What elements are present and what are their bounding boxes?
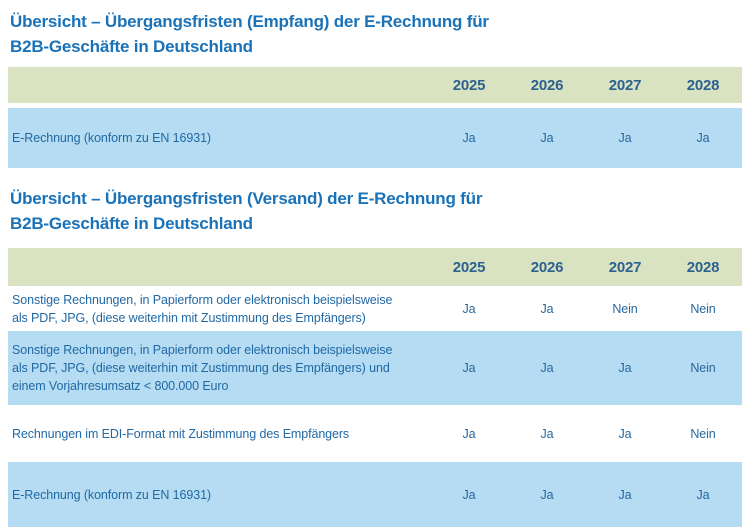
- year-header-2028: 2028: [686, 258, 720, 276]
- row-value-2026: Ja: [540, 301, 554, 316]
- row-value-2027: Ja: [618, 426, 632, 441]
- year-header-2028: 2028: [686, 76, 720, 94]
- table-row-erechnung: E-Rechnung (konform zu EN 16931) Ja Ja J…: [8, 462, 742, 527]
- table-empfang-header-row: 2025 2026 2027 2028: [8, 67, 742, 103]
- row-value-2025: Ja: [462, 301, 476, 316]
- table-versand-header-row: 2025 2026 2027 2028: [8, 248, 742, 286]
- table-versand: Übersicht – Übergangsfristen (Versand) d…: [0, 168, 750, 527]
- row-value-2026: Ja: [540, 361, 554, 375]
- row-value-2027: Ja: [618, 487, 632, 502]
- row-value-2027: Ja: [618, 361, 632, 375]
- row-value-2027: Nein: [612, 301, 638, 316]
- row-value-2028: Nein: [690, 301, 716, 316]
- row-label: E-Rechnung (konform zu EN 16931): [12, 131, 211, 145]
- row-value-2026: Ja: [540, 131, 554, 145]
- row-value-2025: Ja: [462, 487, 476, 502]
- table-empfang-title: Übersicht – Übergangsfristen (Empfang) d…: [10, 12, 489, 56]
- row-label: Sonstige Rechnungen, in Papierform oder …: [12, 343, 393, 393]
- table-versand-title: Übersicht – Übergangsfristen (Versand) d…: [10, 189, 483, 233]
- row-value-2026: Ja: [540, 487, 554, 502]
- year-header-2027: 2027: [608, 76, 642, 94]
- row-value-2028: Ja: [696, 487, 710, 502]
- table-row-erechnung: E-Rechnung (konform zu EN 16931) Ja Ja J…: [8, 108, 742, 168]
- table-row-edi-format: Rechnungen im EDI-Format mit Zustimmung …: [8, 405, 742, 462]
- row-label: Sonstige Rechnungen, in Papierform oder …: [12, 292, 393, 325]
- year-header-2026: 2026: [530, 76, 564, 94]
- row-value-2025: Ja: [462, 361, 476, 375]
- row-value-2027: Ja: [618, 131, 632, 145]
- row-value-2028: Ja: [696, 131, 710, 145]
- year-header-2027: 2027: [608, 258, 642, 276]
- row-label: Rechnungen im EDI-Format mit Zustimmung …: [12, 426, 350, 441]
- table-empfang: Übersicht – Übergangsfristen (Empfang) d…: [0, 0, 750, 168]
- row-value-2028: Nein: [690, 426, 716, 441]
- year-header-2025: 2025: [452, 76, 486, 94]
- row-label: E-Rechnung (konform zu EN 16931): [12, 487, 211, 502]
- year-header-2025: 2025: [452, 258, 486, 276]
- table-row-sonstige-rechnungen-umsatz: Sonstige Rechnungen, in Papierform oder …: [8, 331, 742, 405]
- year-header-2026: 2026: [530, 258, 564, 276]
- table-row-sonstige-rechnungen: Sonstige Rechnungen, in Papierform oder …: [8, 286, 742, 331]
- row-value-2028: Nein: [690, 361, 716, 375]
- row-value-2025: Ja: [462, 426, 476, 441]
- row-value-2026: Ja: [540, 426, 554, 441]
- row-value-2025: Ja: [462, 131, 476, 145]
